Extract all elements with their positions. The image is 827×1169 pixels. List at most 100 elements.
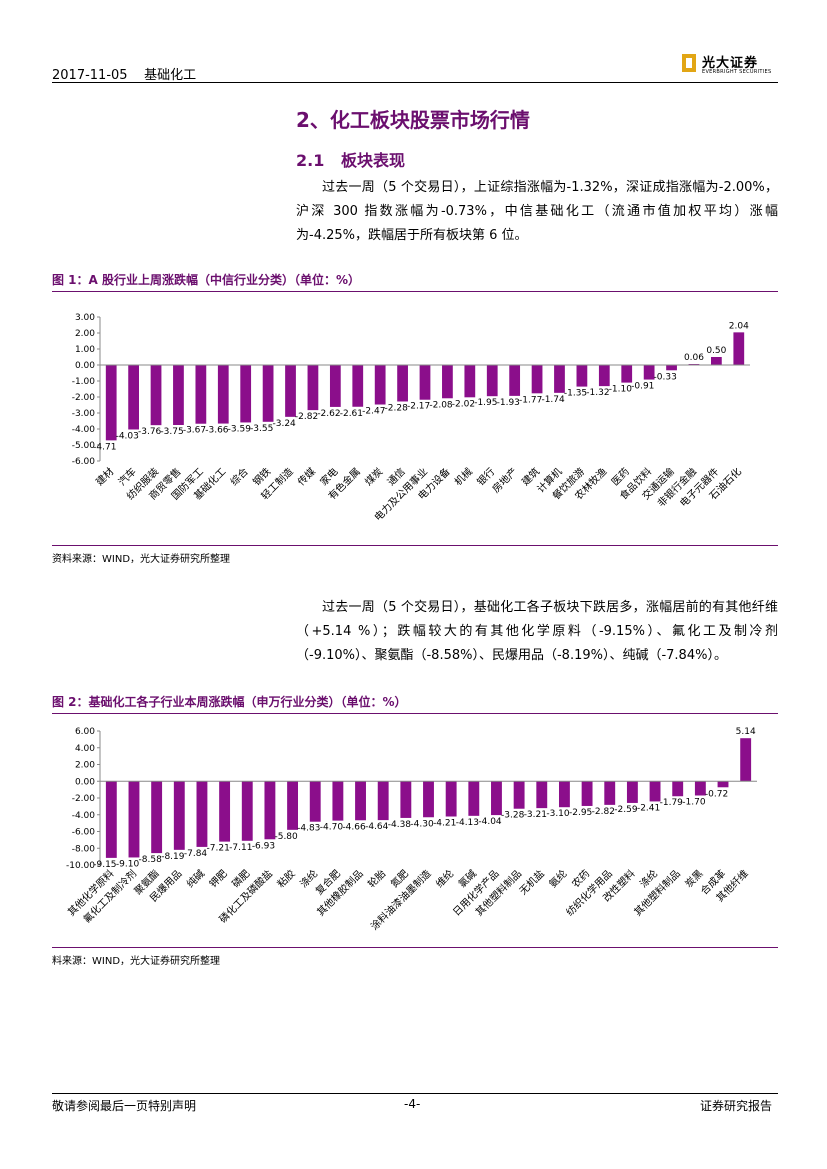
data-label: -3.76 bbox=[138, 427, 162, 437]
data-label: -2.28 bbox=[385, 403, 409, 413]
y-tick-label: -10.00 bbox=[66, 861, 95, 871]
data-label: -3.66 bbox=[205, 426, 229, 436]
data-label: -3.59 bbox=[228, 424, 252, 434]
data-label: -3.67 bbox=[183, 426, 206, 436]
data-label: -2.08 bbox=[429, 400, 453, 410]
bar bbox=[536, 781, 548, 809]
bar bbox=[491, 781, 502, 816]
data-label: -4.38 bbox=[388, 820, 412, 830]
header-divider bbox=[52, 82, 778, 83]
category-label: 机械 bbox=[452, 465, 475, 488]
y-tick-label: 4.00 bbox=[75, 744, 95, 754]
bar bbox=[151, 781, 163, 854]
data-label: -1.70 bbox=[682, 797, 706, 807]
data-label: -0.33 bbox=[654, 372, 677, 382]
y-tick-label: -3.00 bbox=[72, 409, 96, 419]
bar bbox=[419, 365, 431, 400]
data-label: -0.91 bbox=[631, 382, 654, 392]
data-label: -3.24 bbox=[272, 419, 296, 429]
category-label: 煤炭 bbox=[362, 465, 385, 488]
page-number: -4- bbox=[404, 1097, 421, 1111]
paragraph-2: 过去一周（5 个交易日），基础化工各子板块下跌居多，涨幅居前的有其他纤维（+5.… bbox=[296, 600, 778, 663]
bar bbox=[196, 781, 208, 847]
y-tick-label: -6.00 bbox=[72, 828, 96, 838]
header-sector: 基础化工 bbox=[144, 68, 197, 83]
category-label: 纯碱 bbox=[184, 867, 207, 890]
bar bbox=[711, 357, 722, 365]
bar bbox=[531, 365, 543, 394]
y-tick-label: -1.00 bbox=[72, 377, 96, 387]
y-tick-label: -4.00 bbox=[72, 425, 96, 435]
bar bbox=[423, 781, 434, 818]
data-label: -1.74 bbox=[541, 395, 565, 405]
bar bbox=[694, 781, 706, 796]
data-label: -1.77 bbox=[519, 395, 542, 405]
bar bbox=[509, 365, 521, 396]
data-label: 0.06 bbox=[684, 353, 704, 363]
bar bbox=[554, 365, 565, 393]
data-label: 0.50 bbox=[706, 346, 726, 356]
figure-1-source: 资料来源：WIND，光大证券研究所整理 bbox=[52, 554, 231, 565]
y-tick-label: 0.00 bbox=[75, 361, 95, 371]
data-label: 2.04 bbox=[729, 321, 749, 331]
bar bbox=[128, 781, 140, 858]
y-tick-label: -5.00 bbox=[72, 441, 96, 451]
data-label: -4.64 bbox=[365, 822, 389, 832]
bar bbox=[307, 365, 319, 411]
data-label: -3.21 bbox=[524, 810, 547, 820]
data-label: -4.66 bbox=[342, 822, 366, 832]
data-label: -7.11 bbox=[229, 843, 252, 853]
bar bbox=[486, 365, 498, 397]
bar bbox=[513, 781, 525, 809]
data-label: -4.71 bbox=[93, 442, 116, 452]
category-label: 氨纶 bbox=[546, 867, 569, 890]
data-label: -4.70 bbox=[320, 823, 344, 833]
y-tick-label: -8.00 bbox=[72, 844, 96, 854]
data-label: -2.59 bbox=[614, 805, 638, 815]
bar bbox=[352, 365, 364, 407]
data-label: -0.72 bbox=[705, 789, 728, 799]
bar bbox=[309, 781, 321, 822]
data-label: -2.41 bbox=[637, 803, 660, 813]
data-label: -8.58 bbox=[139, 855, 163, 865]
y-tick-label: 2.00 bbox=[75, 761, 95, 771]
bar bbox=[150, 365, 162, 426]
bar bbox=[397, 365, 408, 402]
category-label: 钾肥 bbox=[206, 867, 229, 890]
header-date: 2017-11-05 bbox=[52, 68, 128, 83]
data-label: -3.75 bbox=[160, 427, 183, 437]
bar bbox=[374, 365, 386, 405]
data-label: -4.30 bbox=[410, 819, 434, 829]
data-label: -8.19 bbox=[161, 852, 185, 862]
data-label: -2.82 bbox=[592, 807, 615, 817]
bar bbox=[598, 365, 610, 387]
category-label: 维纶 bbox=[433, 867, 456, 890]
data-label: -7.84 bbox=[184, 849, 208, 859]
bar bbox=[442, 365, 453, 399]
y-tick-label: 3.00 bbox=[75, 313, 95, 323]
y-tick-label: 2.00 bbox=[75, 329, 95, 339]
data-label: -2.61 bbox=[340, 409, 363, 419]
y-tick-label: 6.00 bbox=[75, 727, 95, 737]
data-label: -9.10 bbox=[116, 859, 140, 869]
figure-1-title: 图 1：A 股行业上周涨跌幅（中信行业分类）（单位：%） bbox=[52, 273, 361, 287]
bar bbox=[581, 781, 593, 806]
figure-2-source: 料来源：WIND，光大证券研究所整理 bbox=[52, 956, 221, 967]
category-label: 房地产 bbox=[489, 465, 519, 495]
data-label: -4.83 bbox=[297, 824, 320, 834]
data-label: -5.80 bbox=[274, 832, 298, 842]
bar bbox=[128, 365, 139, 430]
data-label: -4.21 bbox=[433, 819, 456, 829]
footer-divider bbox=[52, 1093, 778, 1094]
y-tick-label: -2.00 bbox=[72, 794, 96, 804]
company-logo: 光大证券 EVERBRIGHT SECURITIES bbox=[682, 52, 782, 78]
bar bbox=[241, 781, 253, 841]
bar bbox=[468, 781, 480, 816]
bar bbox=[332, 781, 344, 821]
data-label: -3.55 bbox=[250, 424, 273, 434]
data-label: -9.15 bbox=[93, 860, 116, 870]
footer-disclaimer: 敬请参阅最后一页特别声明 bbox=[52, 1099, 197, 1113]
category-label: 建材 bbox=[93, 465, 116, 488]
data-label: -4.03 bbox=[116, 431, 139, 441]
data-label: -1.79 bbox=[660, 798, 684, 808]
